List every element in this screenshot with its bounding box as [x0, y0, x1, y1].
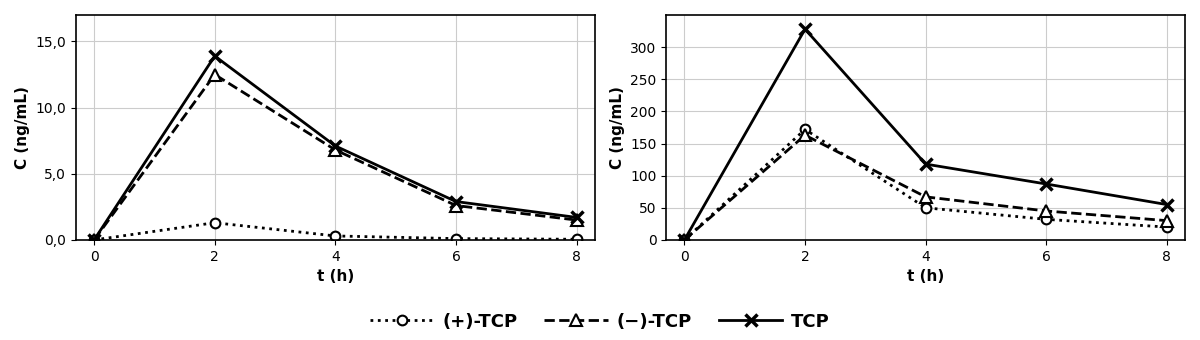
Y-axis label: C (ng/mL): C (ng/mL) [610, 86, 625, 169]
Legend: (+)-TCP, (−)-TCP, TCP: (+)-TCP, (−)-TCP, TCP [362, 305, 838, 338]
X-axis label: t (h): t (h) [317, 269, 354, 284]
Y-axis label: C (ng/mL): C (ng/mL) [14, 86, 30, 169]
X-axis label: t (h): t (h) [907, 269, 944, 284]
